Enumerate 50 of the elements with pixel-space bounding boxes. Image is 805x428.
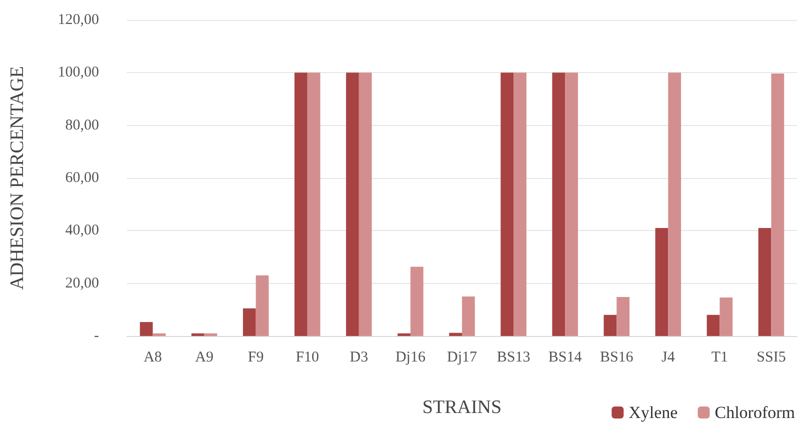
bar	[668, 72, 682, 336]
x-tick-label: J4	[661, 350, 676, 366]
bar	[604, 314, 617, 336]
bar	[410, 266, 424, 336]
bar	[346, 72, 359, 336]
bar	[616, 297, 630, 336]
x-tick-label: Dj17	[447, 350, 478, 366]
y-tick-label: 20,00	[65, 275, 99, 292]
y-tick-label: 100,00	[58, 64, 99, 81]
bar	[706, 314, 720, 336]
bar	[758, 228, 772, 336]
x-tick-label: BS13	[496, 350, 530, 366]
x-tick-label: SSI5	[756, 350, 786, 366]
y-tick-label: 40,00	[65, 222, 99, 239]
bar	[552, 72, 566, 336]
bar	[140, 322, 153, 336]
bar	[720, 298, 733, 336]
y-tick-label: 80,00	[65, 117, 99, 134]
y-tick-label: -	[94, 328, 99, 344]
x-tick-label: F9	[248, 350, 264, 366]
x-tick-label: D3	[350, 350, 368, 366]
x-tick-label: A9	[195, 350, 214, 366]
x-tick-label: BS16	[600, 350, 634, 366]
bar	[191, 333, 204, 336]
legend-label: Chloroform	[714, 403, 796, 422]
x-tick-label: T1	[711, 350, 728, 366]
bar	[655, 228, 668, 336]
x-tick-label: F10	[296, 350, 320, 366]
bar	[256, 275, 269, 336]
x-tick-label: BS14	[548, 350, 582, 366]
bar	[152, 333, 166, 336]
y-axis-title: ADHESION PERCENTAGE	[7, 66, 28, 290]
legend-label: Xylene	[628, 403, 678, 422]
x-tick-label: A8	[144, 350, 162, 366]
bar	[307, 72, 320, 336]
x-axis-title: STRAINS	[422, 397, 502, 418]
bar	[514, 72, 526, 336]
bar	[398, 333, 410, 336]
bar	[462, 296, 475, 336]
bar	[449, 332, 462, 336]
bar	[242, 308, 256, 336]
bar	[500, 72, 514, 336]
bar	[771, 73, 784, 336]
x-tick-label: Dj16	[395, 350, 426, 366]
bar	[565, 72, 578, 336]
bar	[204, 333, 218, 336]
y-tick-label: 60,00	[65, 170, 99, 186]
bar	[294, 72, 308, 336]
bar	[358, 72, 372, 336]
y-tick-label: 120,00	[58, 12, 99, 28]
